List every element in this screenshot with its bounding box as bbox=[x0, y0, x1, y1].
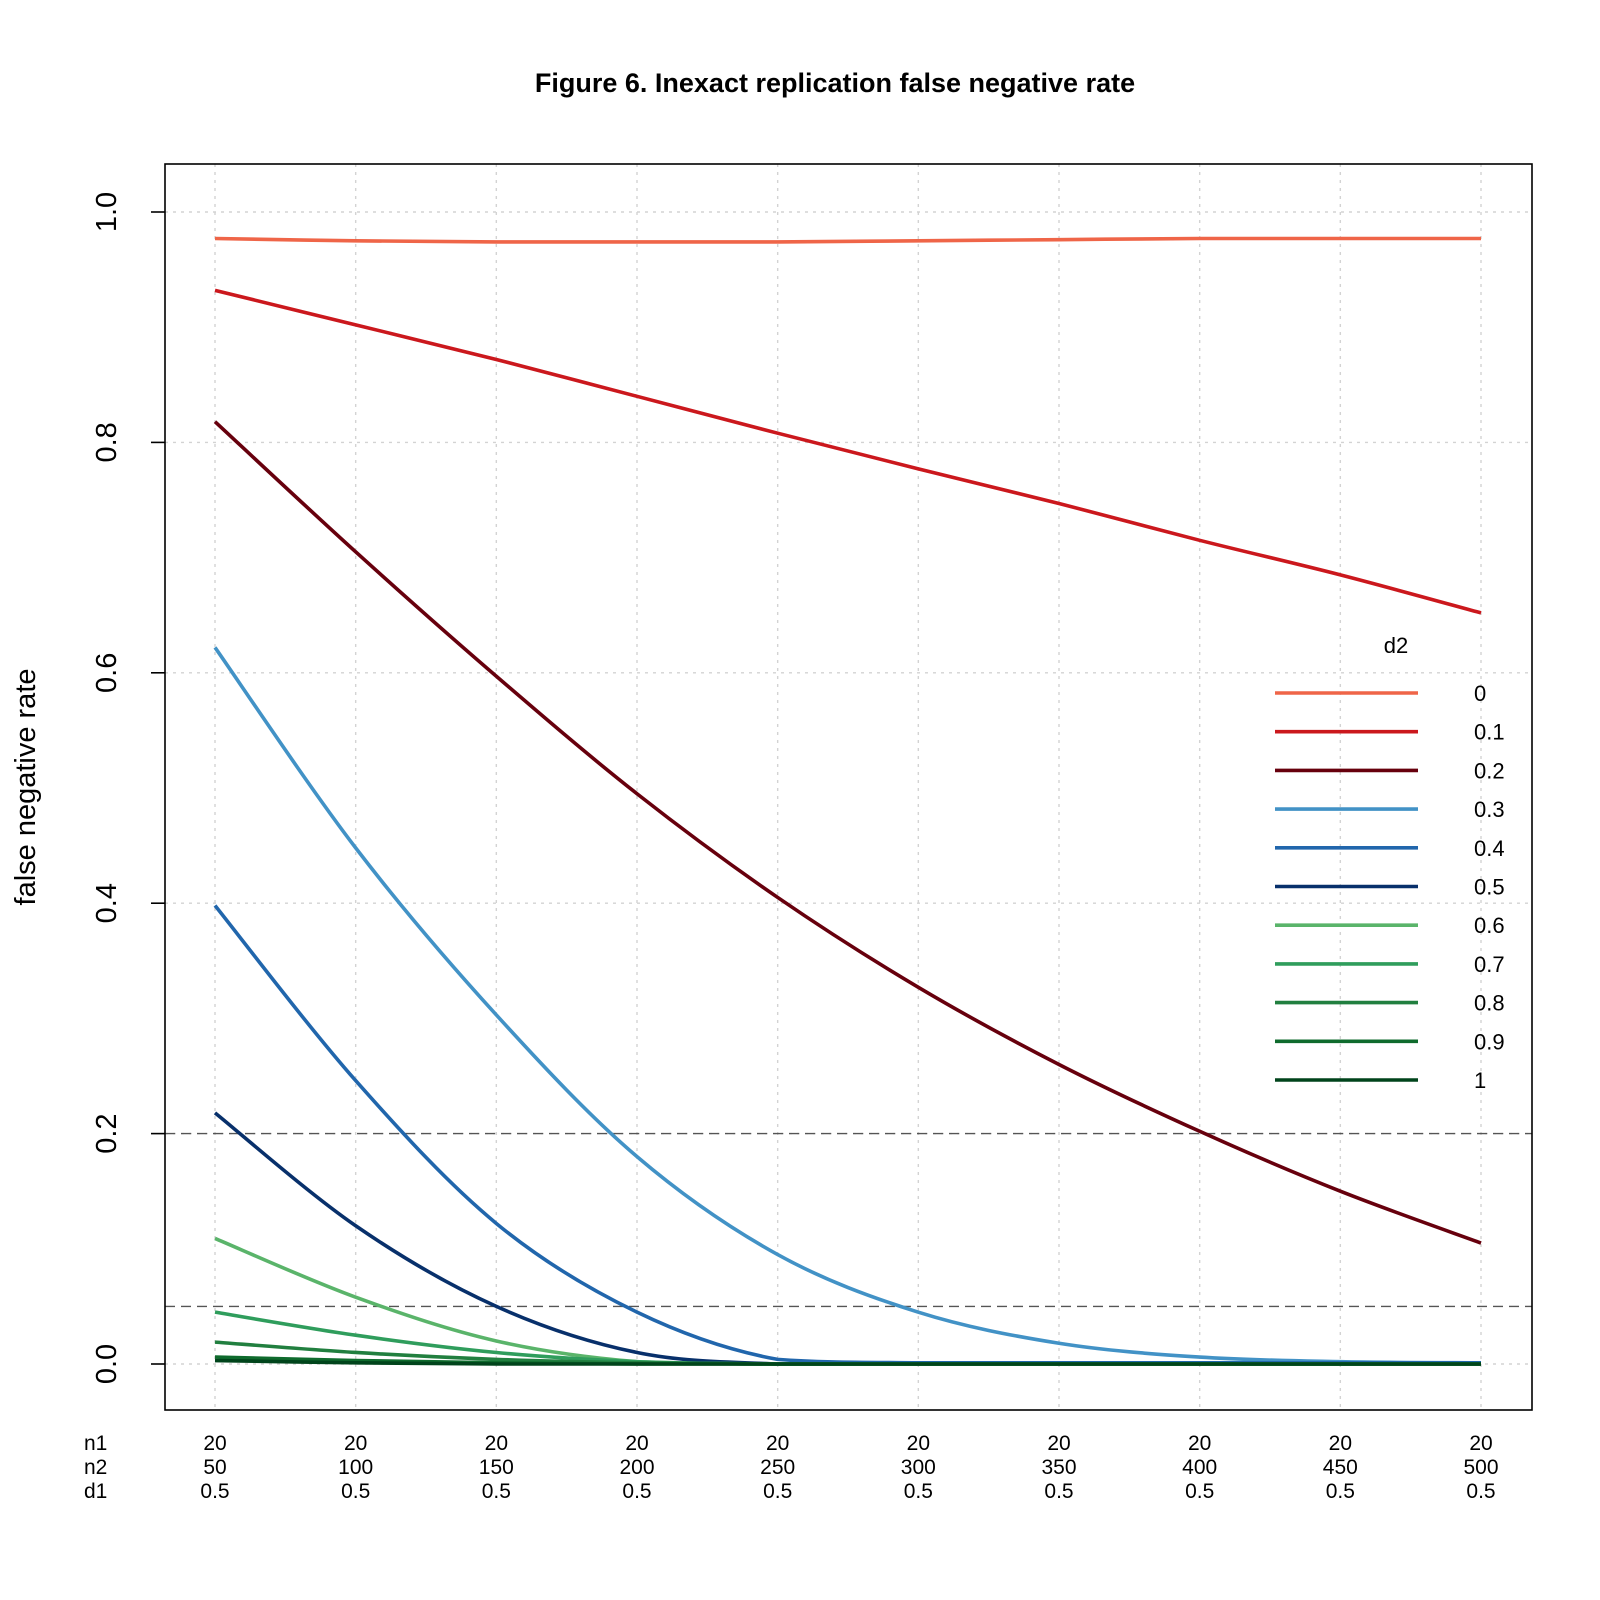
x-tick-label-d1: 0.5 bbox=[1044, 1480, 1073, 1503]
legend-label: 0.8 bbox=[1474, 991, 1505, 1016]
plot-frame bbox=[164, 163, 1533, 1411]
legend-label: 0.2 bbox=[1474, 758, 1505, 783]
x-tick-label-n1: 20 bbox=[625, 1432, 648, 1455]
x-tick-label-n1: 20 bbox=[203, 1432, 226, 1455]
x-tick-label-n2: 200 bbox=[619, 1456, 654, 1479]
x-tick-label-n2: 450 bbox=[1323, 1456, 1358, 1479]
x-axis: n1 20 20 20 20 20 20 20 20 20 20 n2 50 100 150 200 250 30… bbox=[84, 1432, 1499, 1503]
y-axis: 0.0 0.2 0.4 0.6 0.8 1.0 bbox=[91, 192, 165, 1384]
legend-label: 0.4 bbox=[1474, 836, 1505, 861]
y-tick-label: 1.0 bbox=[91, 192, 123, 232]
legend-label: 0 bbox=[1474, 681, 1486, 706]
y-axis-title: false negative rate bbox=[10, 669, 42, 906]
x-tick-label-n2: 250 bbox=[760, 1456, 795, 1479]
x-tick-label-n2: 100 bbox=[338, 1456, 373, 1479]
x-tick-label-d1: 0.5 bbox=[622, 1480, 651, 1503]
series-line-0-3 bbox=[213, 646, 1482, 1365]
x-tick-label-d1: 0.5 bbox=[1326, 1480, 1355, 1503]
x-row-name-d1: d1 bbox=[84, 1480, 107, 1503]
x-tick-label-d1: 0.5 bbox=[200, 1480, 229, 1503]
x-tick-label-n2: 400 bbox=[1182, 1456, 1217, 1479]
x-tick-label-n1: 20 bbox=[344, 1432, 367, 1455]
series-line-0-2 bbox=[213, 420, 1482, 1245]
legend-label: 1 bbox=[1474, 1068, 1486, 1093]
y-tick-label: 0.6 bbox=[91, 653, 123, 693]
series-lines bbox=[213, 236, 1482, 1366]
legend-title: d2 bbox=[1384, 633, 1408, 658]
legend-label: 0.5 bbox=[1474, 875, 1505, 900]
x-tick-label-n1: 20 bbox=[1047, 1432, 1070, 1455]
x-tick-label-d1: 0.5 bbox=[341, 1480, 370, 1503]
legend-label: 0.1 bbox=[1474, 720, 1505, 745]
x-tick-label-d1: 0.5 bbox=[1466, 1480, 1495, 1503]
y-tick-label: 0.8 bbox=[91, 422, 123, 462]
legend-label: 0.3 bbox=[1474, 797, 1505, 822]
series-line-0-5 bbox=[213, 1111, 1481, 1366]
series-line-0-1 bbox=[214, 288, 1482, 615]
y-tick-label: 0.4 bbox=[91, 883, 123, 923]
x-tick-label-n2: 150 bbox=[479, 1456, 514, 1479]
x-tick-label-n2: 350 bbox=[1041, 1456, 1076, 1479]
x-tick-label-n1: 20 bbox=[1469, 1432, 1492, 1455]
y-tick-label: 0.2 bbox=[91, 1113, 123, 1153]
x-tick-label-n2: 50 bbox=[203, 1456, 226, 1479]
x-tick-label-d1: 0.5 bbox=[763, 1480, 792, 1503]
grid bbox=[165, 164, 1532, 1410]
series-line-1 bbox=[214, 1358, 1481, 1366]
x-tick-label-n1: 20 bbox=[485, 1432, 508, 1455]
x-row-name-n1: n1 bbox=[84, 1432, 107, 1455]
legend-label: 0.9 bbox=[1474, 1029, 1505, 1054]
x-tick-label-d1: 0.5 bbox=[1185, 1480, 1214, 1503]
x-tick-label-n2: 300 bbox=[901, 1456, 936, 1479]
x-tick-label-n2: 500 bbox=[1463, 1456, 1498, 1479]
y-tick-label: 0.0 bbox=[91, 1344, 123, 1384]
x-tick-label-n1: 20 bbox=[1329, 1432, 1352, 1455]
x-tick-label-n1: 20 bbox=[1188, 1432, 1211, 1455]
x-tick-label-n1: 20 bbox=[907, 1432, 930, 1455]
chart-title: Figure 6. Inexact replication false nega… bbox=[535, 68, 1135, 98]
series-line-0 bbox=[214, 236, 1481, 244]
legend-label: 0.6 bbox=[1474, 913, 1505, 938]
x-tick-label-d1: 0.5 bbox=[904, 1480, 933, 1503]
x-tick-label-d1: 0.5 bbox=[482, 1480, 511, 1503]
legend: d2 0 0.1 0.2 0.3 0.4 0.5 0.6 0.7 0.8 0.9 1 bbox=[1275, 633, 1505, 1093]
legend-label: 0.7 bbox=[1474, 952, 1505, 977]
x-tick-label-n1: 20 bbox=[766, 1432, 789, 1455]
x-row-name-n2: n2 bbox=[84, 1456, 107, 1479]
reference-lines bbox=[165, 1132, 1532, 1308]
